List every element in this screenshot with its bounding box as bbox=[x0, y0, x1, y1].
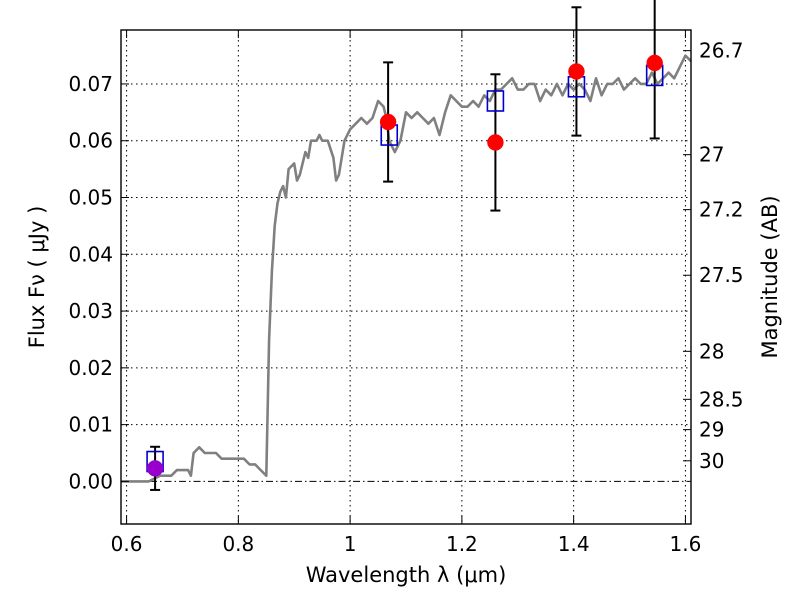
magnitude-tick-label: 28.5 bbox=[699, 387, 744, 411]
y-tick-label: 0.04 bbox=[68, 242, 113, 266]
x-tick-label: 1 bbox=[344, 532, 357, 556]
grid-layer bbox=[121, 30, 691, 524]
y-axis-title: Flux Fν ( μJy ) bbox=[25, 206, 49, 349]
model-spectrum-line bbox=[121, 54, 692, 483]
y-tick-label: 0.00 bbox=[68, 469, 113, 493]
x-tick-label: 1.6 bbox=[670, 532, 702, 556]
x-axis-title: Wavelength λ (μm) bbox=[306, 563, 507, 587]
y-tick-label: 0.01 bbox=[68, 413, 113, 437]
y-tick-label: 0.06 bbox=[68, 129, 113, 153]
plot-frame bbox=[120, 29, 692, 525]
magnitude-tick-label: 28 bbox=[699, 339, 724, 363]
y-tick-label: 0.05 bbox=[68, 186, 113, 210]
x-tick-label: 0.8 bbox=[222, 532, 254, 556]
synthetic-flux-square bbox=[486, 90, 505, 112]
y-tick-label: 0.03 bbox=[68, 299, 113, 323]
y2-axis-title: Magnitude (AB) bbox=[758, 195, 782, 358]
x-tick-label: 1.2 bbox=[446, 532, 478, 556]
magnitude-tick-label: 27.5 bbox=[699, 263, 744, 287]
magnitude-tick-label: 27 bbox=[699, 143, 724, 167]
y-tick-label: 0.02 bbox=[68, 356, 113, 380]
axes-layer: 0.6 0.8 1 1.2 1.4 1.6 0.00 0.01 0.02 0.03 0.04 0.05… bbox=[68, 29, 744, 556]
magnitude-tick-label: 29 bbox=[699, 418, 724, 442]
magnitude-tick-label: 26.7 bbox=[699, 39, 744, 63]
observed-flux-point bbox=[487, 134, 504, 151]
x-tick-label: 1.4 bbox=[558, 532, 590, 556]
observed-flux-point bbox=[379, 113, 397, 131]
x-tick-label: 0.6 bbox=[111, 532, 143, 556]
magnitude-tick-label: 27.2 bbox=[699, 198, 744, 222]
series-layer bbox=[121, 0, 692, 491]
limit-flux-point bbox=[146, 460, 164, 477]
observed-flux-point bbox=[568, 63, 585, 80]
magnitude-tick-label: 30 bbox=[699, 449, 724, 473]
y-tick-label: 0.07 bbox=[68, 72, 113, 96]
observed-flux-point bbox=[646, 54, 663, 72]
